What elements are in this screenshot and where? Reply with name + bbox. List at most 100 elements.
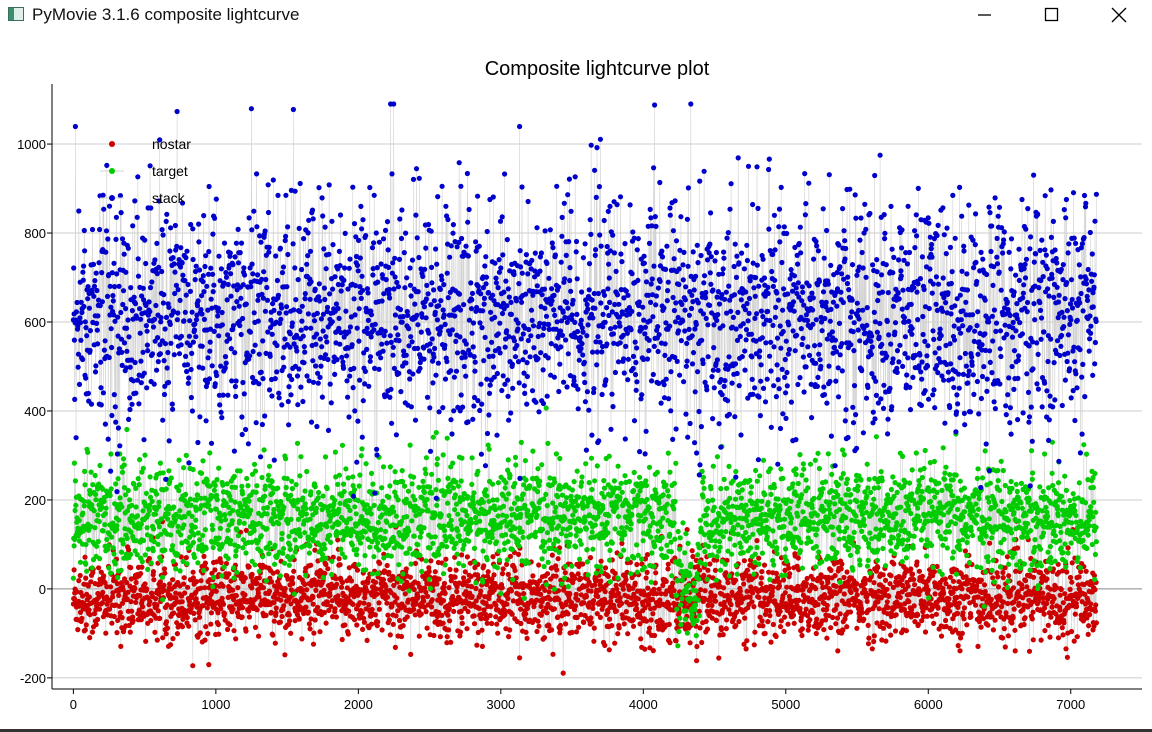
data-point-nostar — [1069, 579, 1075, 585]
data-point-nostar — [592, 582, 598, 588]
x-tick-label: 4000 — [629, 697, 658, 712]
data-point-target — [308, 489, 314, 495]
data-point-target — [265, 472, 272, 478]
data-point-nostar — [386, 617, 392, 623]
data-point-target — [726, 463, 732, 469]
data-point-nostar — [453, 567, 459, 573]
data-point-nostar — [844, 569, 850, 575]
data-point-nostar — [493, 602, 499, 608]
data-point-nostar — [741, 558, 748, 564]
data-point-nostar — [956, 600, 962, 606]
data-point-target — [644, 496, 650, 503]
data-point-nostar — [955, 610, 961, 617]
data-point-nostar — [1058, 586, 1064, 593]
data-point-nostar — [996, 609, 1003, 615]
data-point-target — [461, 563, 467, 569]
data-point-target — [456, 560, 462, 567]
data-point-target — [678, 562, 684, 568]
data-point-nostar — [478, 616, 484, 622]
data-point-nostar — [422, 585, 428, 591]
data-point-target — [112, 561, 118, 567]
data-point-nostar — [1087, 612, 1093, 618]
data-point-target — [369, 571, 376, 577]
data-point-nostar — [536, 562, 542, 568]
data-point-target — [210, 526, 216, 533]
data-point-nostar — [781, 577, 787, 583]
data-point-nostar — [246, 614, 252, 620]
data-point-nostar — [95, 616, 101, 623]
data-point-target — [165, 511, 171, 517]
data-point-nostar — [750, 590, 756, 596]
data-point-target — [291, 591, 297, 597]
data-point-nostar — [100, 589, 106, 596]
data-point-nostar — [744, 567, 751, 573]
app-icon — [8, 7, 24, 21]
data-point-target — [452, 507, 458, 513]
data-point-target — [592, 522, 598, 528]
data-point-nostar — [208, 610, 215, 616]
data-point-target — [124, 535, 130, 541]
data-point-target — [362, 529, 368, 535]
data-point-nostar — [606, 647, 612, 653]
data-point-target — [150, 526, 157, 532]
data-point-target — [512, 525, 518, 532]
data-point-target — [634, 569, 640, 575]
data-point-target — [295, 516, 302, 522]
data-point-nostar — [148, 617, 154, 624]
minimize-button[interactable] — [962, 0, 1008, 30]
data-point-target — [272, 561, 278, 567]
data-point-target — [455, 511, 461, 517]
data-point-target — [545, 440, 551, 446]
data-point-target — [579, 479, 585, 485]
data-point-nostar — [304, 587, 310, 593]
data-point-target — [525, 508, 531, 514]
data-point-target — [434, 502, 440, 508]
data-point-nostar — [1059, 625, 1065, 631]
data-point-target — [141, 537, 147, 544]
data-point-nostar — [690, 553, 696, 560]
data-point-nostar — [273, 610, 279, 616]
data-point-target — [95, 512, 101, 518]
data-point-nostar — [500, 566, 506, 572]
data-point-target — [597, 564, 604, 570]
data-point-target — [313, 505, 319, 511]
data-point-target — [567, 531, 574, 538]
data-point-target — [336, 520, 342, 526]
data-point-target — [73, 502, 79, 508]
data-point-target — [119, 504, 125, 510]
lightcurve-plot[interactable]: Composite lightcurve plot -2000200400600… — [0, 32, 1152, 729]
data-point-nostar — [421, 598, 427, 604]
data-point-nostar — [871, 633, 877, 639]
data-point-nostar — [153, 596, 159, 602]
data-point-target — [317, 526, 323, 532]
data-point-nostar — [799, 626, 806, 632]
data-point-nostar — [359, 610, 365, 616]
data-point-nostar — [184, 614, 190, 621]
data-point-nostar — [89, 629, 96, 635]
data-point-nostar — [179, 599, 185, 605]
data-point-target — [586, 480, 592, 486]
data-point-target — [267, 540, 273, 546]
data-point-target — [424, 496, 430, 503]
data-point-target — [340, 481, 347, 487]
data-point-nostar — [170, 577, 176, 583]
data-point-target — [427, 585, 434, 592]
data-point-target — [125, 487, 131, 494]
data-point-nostar — [915, 612, 921, 618]
close-button[interactable] — [1096, 0, 1142, 30]
data-point-target — [709, 552, 715, 558]
data-point-nostar — [666, 621, 672, 628]
data-point-nostar — [493, 614, 499, 620]
data-point-nostar — [742, 615, 748, 621]
data-point-target — [433, 487, 439, 493]
data-point-target — [627, 526, 634, 532]
data-point-nostar — [174, 620, 180, 626]
data-point-nostar — [591, 638, 597, 644]
maximize-button[interactable] — [1029, 0, 1075, 30]
data-point-nostar — [220, 601, 227, 607]
data-point-target — [240, 491, 246, 497]
data-point-nostar — [1074, 634, 1080, 640]
data-point-nostar — [326, 607, 332, 614]
data-point-nostar — [201, 553, 207, 560]
data-point-target — [584, 547, 590, 553]
